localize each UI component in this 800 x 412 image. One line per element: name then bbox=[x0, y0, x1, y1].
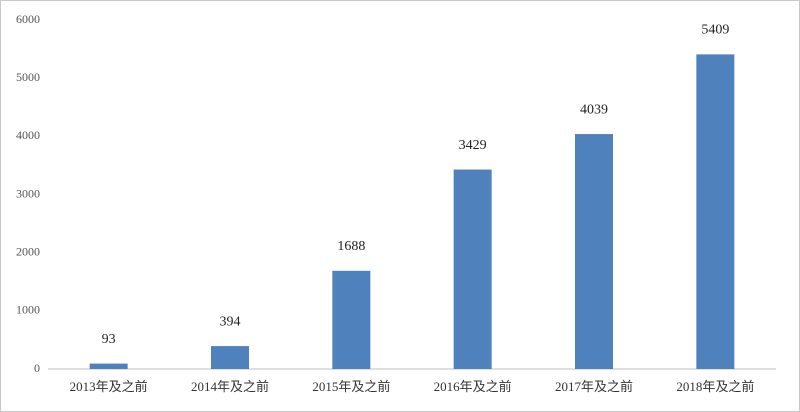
data-label: 93 bbox=[102, 332, 116, 347]
bar bbox=[453, 169, 492, 369]
bar bbox=[89, 363, 128, 369]
y-tick-label: 6000 bbox=[16, 12, 40, 26]
data-label: 3429 bbox=[459, 138, 487, 153]
y-tick-label: 5000 bbox=[16, 70, 40, 84]
y-tick-label: 0 bbox=[34, 361, 40, 375]
x-tick-label: 2015年及之前 bbox=[312, 379, 390, 394]
x-tick-label: 2018年及之前 bbox=[676, 379, 754, 394]
data-label: 394 bbox=[220, 314, 241, 329]
data-label: 5409 bbox=[701, 23, 729, 38]
x-tick-label: 2013年及之前 bbox=[70, 379, 148, 394]
bar bbox=[696, 54, 735, 370]
bar bbox=[332, 270, 371, 369]
y-tick-label: 1000 bbox=[16, 303, 40, 317]
x-tick-label: 2017年及之前 bbox=[555, 379, 633, 394]
y-tick-label: 3000 bbox=[16, 186, 40, 200]
data-label: 1688 bbox=[337, 239, 365, 254]
y-tick-label: 4000 bbox=[16, 128, 40, 142]
data-label: 4039 bbox=[580, 102, 608, 117]
y-tick-label: 2000 bbox=[16, 244, 40, 258]
x-tick-label: 2014年及之前 bbox=[191, 379, 269, 394]
x-tick-label: 2016年及之前 bbox=[434, 379, 512, 394]
bar bbox=[211, 346, 249, 369]
bar bbox=[575, 134, 613, 369]
